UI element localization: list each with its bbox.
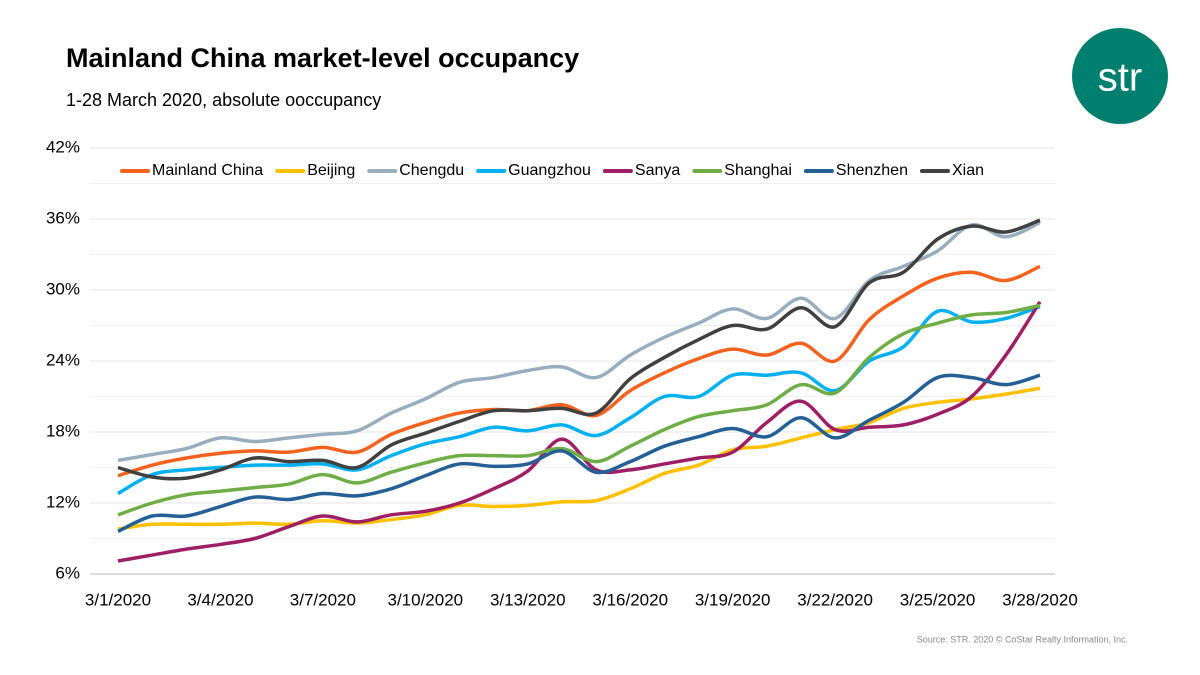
x-tick-label: 3/28/2020	[1002, 590, 1078, 609]
series-line	[117, 218, 1041, 481]
series-line	[117, 303, 1041, 517]
x-tick-label: 3/4/2020	[187, 590, 253, 609]
x-tick-label: 3/13/2020	[490, 590, 566, 609]
logo: str	[1098, 56, 1142, 100]
legend-label: Mainland China	[152, 162, 263, 179]
chart-subtitle: 1-28 March 2020, absolute ooccupancy	[66, 90, 381, 110]
legend-label: Sanya	[635, 162, 680, 179]
y-tick-label: 12%	[46, 492, 80, 511]
series-line	[117, 300, 1042, 563]
x-tick-label: 3/1/2020	[85, 590, 151, 609]
legend-label: Guangzhou	[508, 162, 591, 179]
series-line	[117, 373, 1041, 533]
series-line	[117, 304, 1041, 496]
logo-badge	[1072, 28, 1168, 124]
y-tick-label: 24%	[46, 350, 80, 369]
series-line	[117, 386, 1041, 531]
legend-label: Xian	[952, 162, 984, 179]
source: Source: STR. 2020 © CoStar Realty Inform…	[917, 634, 1128, 644]
legend-label: Beijing	[307, 162, 355, 179]
legend-label: Shanghai	[724, 162, 792, 179]
chart-title: Mainland China market-level occupancy	[66, 43, 579, 73]
x-tick-label: 3/16/2020	[592, 590, 668, 609]
series-line	[117, 264, 1041, 478]
x-tick-label: 3/22/2020	[797, 590, 873, 609]
legend-label: Chengdu	[399, 162, 464, 179]
y-tick-label: 36%	[46, 208, 80, 227]
y-tick-label: 18%	[46, 421, 80, 440]
y-tick-label: 42%	[46, 137, 80, 156]
x-tick-label: 3/10/2020	[388, 590, 464, 609]
x-tick-label: 3/19/2020	[695, 590, 771, 609]
series-line	[117, 220, 1041, 463]
x-tick-label: 3/25/2020	[900, 590, 976, 609]
y-tick-label: 6%	[55, 563, 80, 582]
legend-label: Shenzhen	[836, 162, 908, 179]
x-tick-label: 3/7/2020	[290, 590, 356, 609]
y-tick-label: 30%	[46, 279, 80, 298]
